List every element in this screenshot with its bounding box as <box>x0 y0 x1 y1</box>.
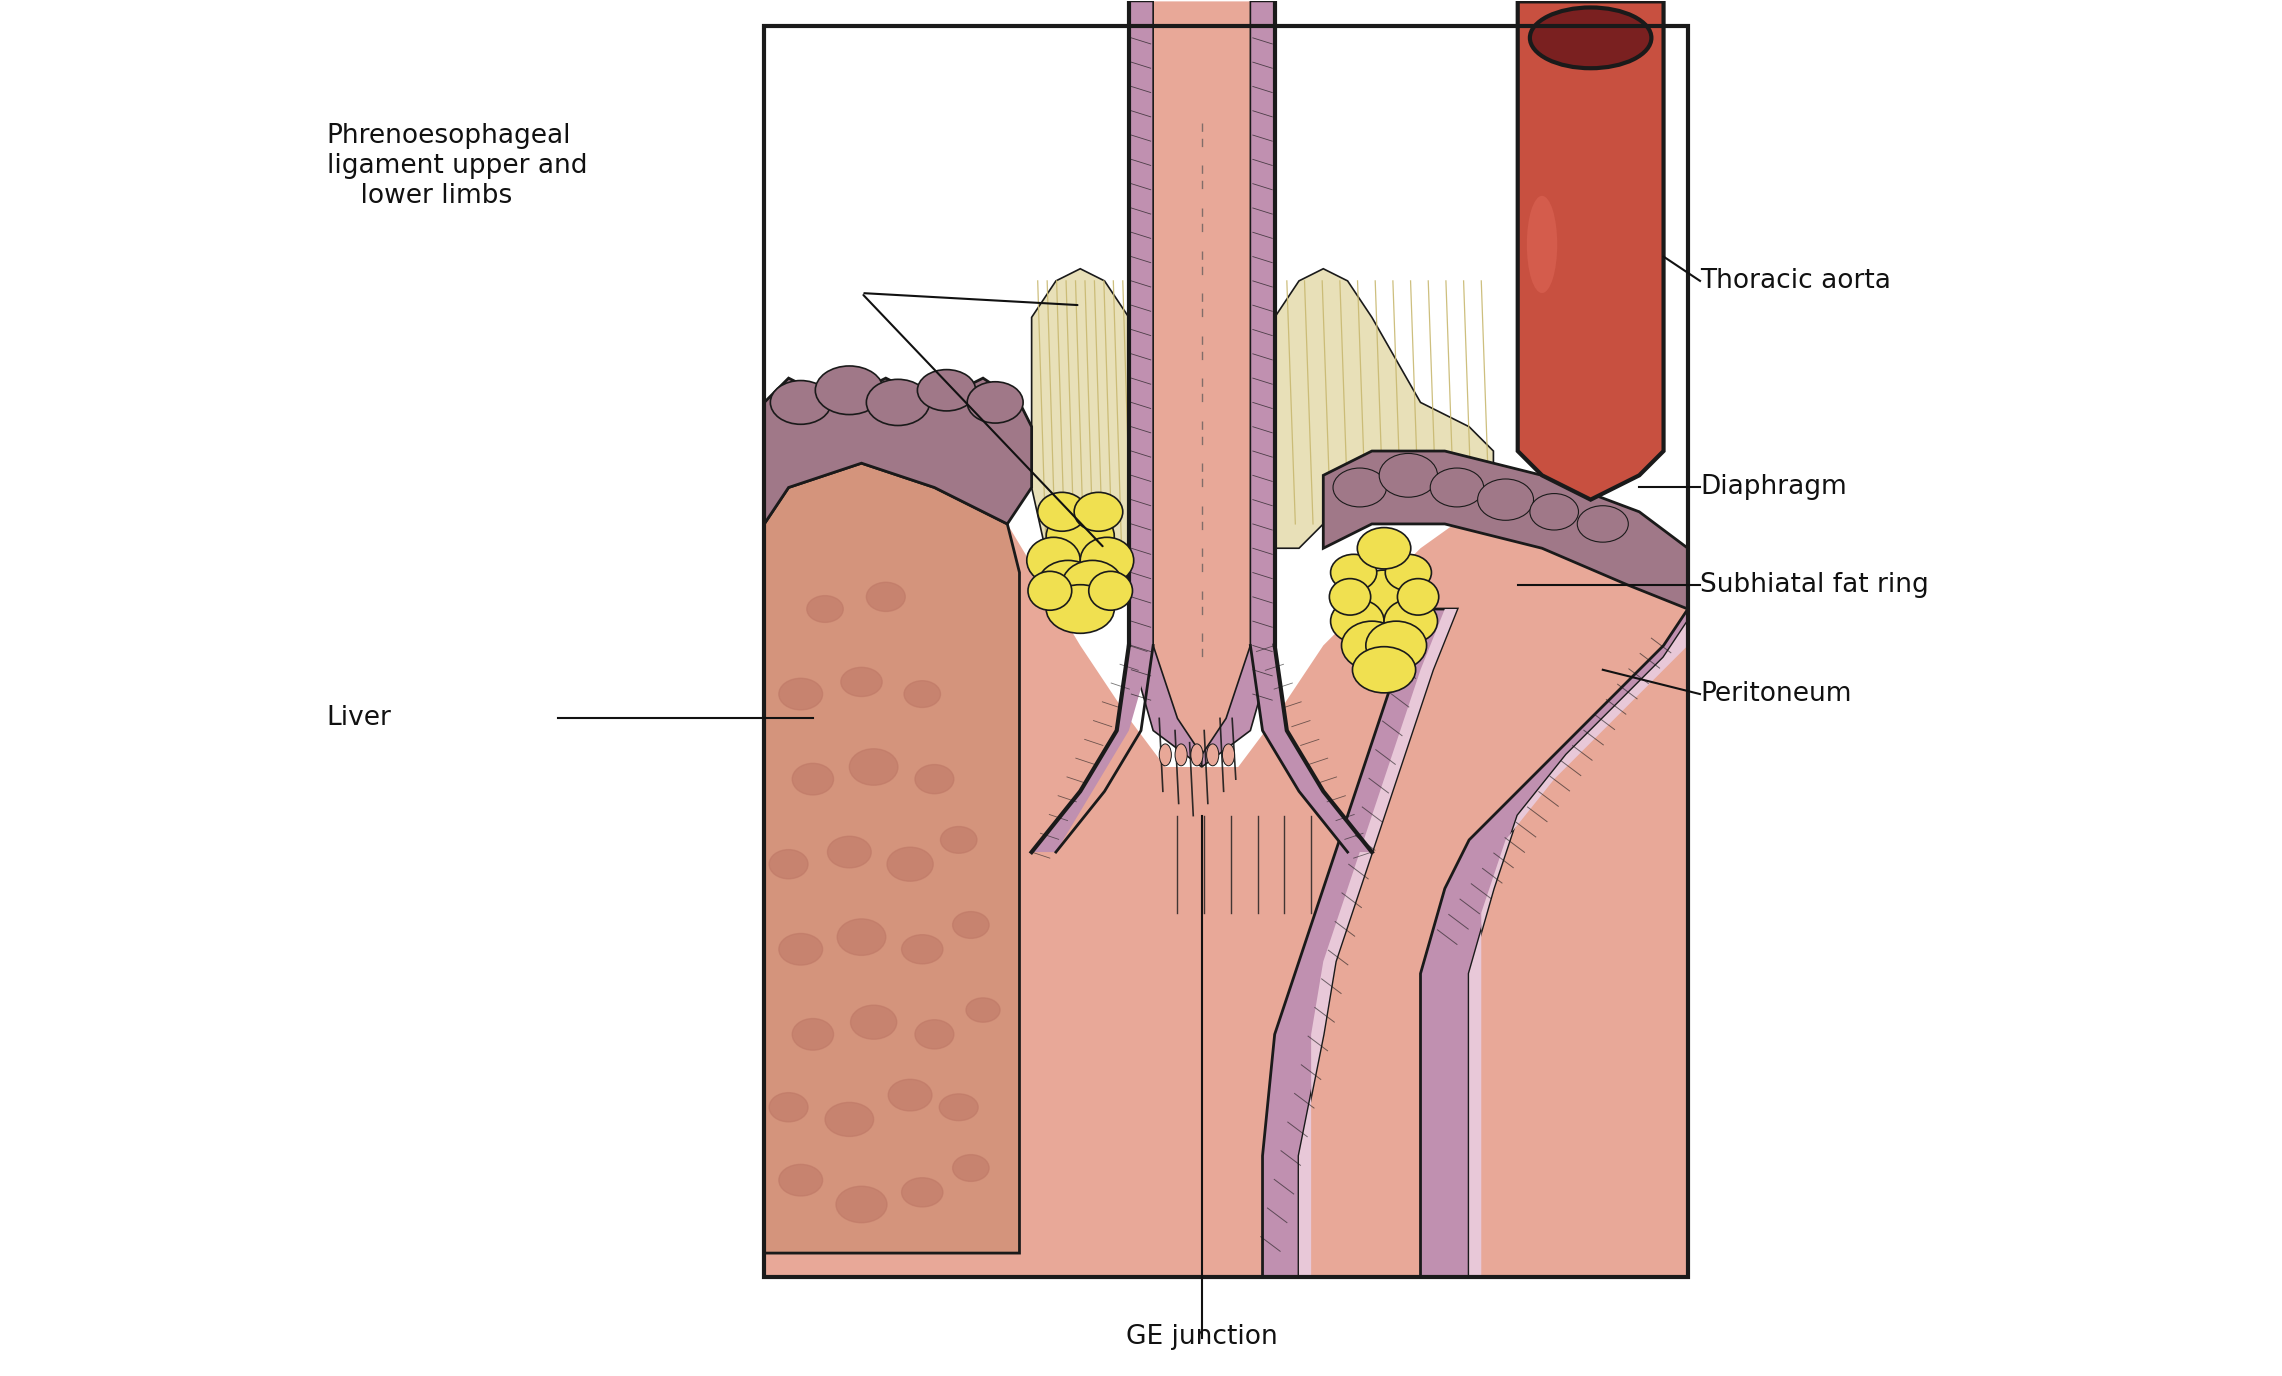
Text: Subhiatal fat ring: Subhiatal fat ring <box>1700 571 1928 597</box>
Ellipse shape <box>915 1020 954 1049</box>
Polygon shape <box>1324 451 1689 610</box>
Ellipse shape <box>1333 468 1387 506</box>
Text: Thoracic aorta: Thoracic aorta <box>1700 268 1892 294</box>
Ellipse shape <box>1342 621 1401 670</box>
Polygon shape <box>764 464 1020 1254</box>
Ellipse shape <box>778 678 822 710</box>
Ellipse shape <box>837 919 885 955</box>
Ellipse shape <box>901 934 942 963</box>
Text: Diaphragm: Diaphragm <box>1700 475 1846 501</box>
Ellipse shape <box>771 381 831 424</box>
Ellipse shape <box>1027 571 1073 610</box>
Ellipse shape <box>915 765 954 794</box>
Ellipse shape <box>1378 454 1438 497</box>
Ellipse shape <box>952 1154 988 1182</box>
Ellipse shape <box>867 380 929 425</box>
Ellipse shape <box>1045 585 1114 633</box>
Polygon shape <box>1203 1 1276 766</box>
Ellipse shape <box>1038 560 1098 610</box>
Text: Phrenoesophageal
ligament upper and
    lower limbs: Phrenoesophageal ligament upper and lowe… <box>326 122 586 209</box>
Ellipse shape <box>1089 571 1132 610</box>
Ellipse shape <box>1159 744 1171 766</box>
Ellipse shape <box>1367 621 1426 670</box>
Ellipse shape <box>1223 744 1235 766</box>
Ellipse shape <box>792 764 833 795</box>
Polygon shape <box>1130 1 1276 766</box>
Ellipse shape <box>778 933 822 965</box>
Ellipse shape <box>769 849 808 879</box>
Ellipse shape <box>1027 537 1079 583</box>
Bar <box>764 26 1689 1277</box>
Ellipse shape <box>968 381 1022 422</box>
Ellipse shape <box>1353 647 1415 694</box>
Ellipse shape <box>1527 195 1556 293</box>
Ellipse shape <box>835 1186 888 1223</box>
Polygon shape <box>1031 645 1152 852</box>
Ellipse shape <box>1330 600 1385 643</box>
Ellipse shape <box>917 370 977 411</box>
Ellipse shape <box>888 1079 931 1110</box>
Polygon shape <box>1518 1 1664 499</box>
Ellipse shape <box>940 827 977 853</box>
Polygon shape <box>764 378 1031 524</box>
Ellipse shape <box>1061 560 1123 610</box>
Ellipse shape <box>851 1006 897 1039</box>
Ellipse shape <box>965 998 1000 1022</box>
Ellipse shape <box>901 1178 942 1207</box>
Ellipse shape <box>792 1018 833 1050</box>
Ellipse shape <box>849 749 897 786</box>
Ellipse shape <box>1045 509 1114 563</box>
Ellipse shape <box>1385 600 1438 643</box>
Polygon shape <box>1298 610 1456 1277</box>
Ellipse shape <box>940 1094 979 1120</box>
Ellipse shape <box>778 1164 822 1196</box>
Polygon shape <box>1419 610 1689 1277</box>
Ellipse shape <box>867 582 906 611</box>
Ellipse shape <box>1191 744 1203 766</box>
Ellipse shape <box>826 1102 874 1137</box>
Ellipse shape <box>1330 579 1371 615</box>
Polygon shape <box>764 487 1689 1277</box>
Ellipse shape <box>1175 744 1187 766</box>
Text: Peritoneum: Peritoneum <box>1700 681 1851 707</box>
Ellipse shape <box>1529 494 1579 530</box>
Ellipse shape <box>1479 479 1534 520</box>
Ellipse shape <box>1038 493 1086 531</box>
Ellipse shape <box>1330 555 1376 590</box>
Ellipse shape <box>1431 468 1483 506</box>
Text: Liver: Liver <box>326 706 393 732</box>
Ellipse shape <box>1385 555 1431 590</box>
Polygon shape <box>1130 1 1203 766</box>
Polygon shape <box>1031 268 1130 610</box>
Ellipse shape <box>1351 570 1417 623</box>
Ellipse shape <box>1079 537 1134 583</box>
Ellipse shape <box>888 848 933 881</box>
Ellipse shape <box>769 1093 808 1121</box>
Polygon shape <box>1276 268 1492 548</box>
Ellipse shape <box>1075 493 1123 531</box>
Polygon shape <box>1262 610 1456 1277</box>
Ellipse shape <box>1529 7 1652 69</box>
Ellipse shape <box>952 912 988 938</box>
Ellipse shape <box>828 837 872 868</box>
Ellipse shape <box>815 366 883 414</box>
Ellipse shape <box>1358 527 1410 568</box>
Ellipse shape <box>1397 579 1438 615</box>
Polygon shape <box>1251 645 1371 852</box>
Ellipse shape <box>1207 744 1219 766</box>
Ellipse shape <box>808 596 844 622</box>
Text: GE junction: GE junction <box>1125 1324 1278 1350</box>
Ellipse shape <box>840 667 883 696</box>
Ellipse shape <box>904 681 940 707</box>
Ellipse shape <box>1577 506 1629 542</box>
Polygon shape <box>1470 621 1689 1277</box>
